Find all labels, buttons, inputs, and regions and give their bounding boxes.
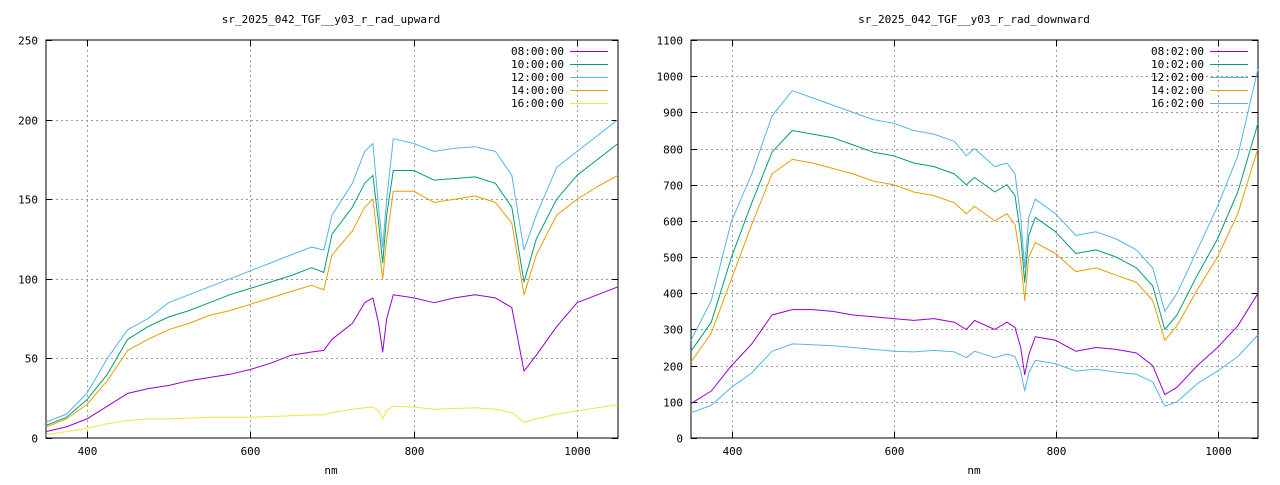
x-axis-label: nm xyxy=(324,464,338,477)
chart-title: sr_2025_042_TGF__y03_r_rad_upward xyxy=(222,13,441,26)
upward-chart: sr_2025_042_TGF__y03_r_rad_upward 0 50 100… xyxy=(18,13,619,477)
chart-title: sr_2025_042_TGF__y03_r_rad_downward xyxy=(858,13,1090,26)
y-tick-label: 1100 xyxy=(657,35,684,48)
plot-frame xyxy=(690,39,1259,439)
y-tick-label: 500 xyxy=(663,252,683,265)
series-line xyxy=(45,119,619,423)
legend-label: 12:00:00 xyxy=(511,71,564,84)
y-tick-label: 400 xyxy=(663,288,683,301)
y-axis: 0 50 100 150 200 250 xyxy=(18,35,618,446)
y-tick-label: 50 xyxy=(25,353,38,366)
legend-label: 14:02:00 xyxy=(1151,84,1204,97)
y-tick-label: 250 xyxy=(18,35,38,48)
y-tick-label: 900 xyxy=(663,107,683,120)
legend-label: 08:02:00 xyxy=(1151,45,1204,58)
x-axis: 400 600 800 1000 xyxy=(723,40,1232,458)
series-lines xyxy=(45,119,619,436)
legend-label: 16:02:00 xyxy=(1151,97,1204,110)
y-tick-label: 300 xyxy=(663,324,683,337)
series-line xyxy=(690,334,1259,414)
x-tick-label: 600 xyxy=(241,445,261,458)
legend-label: 10:02:00 xyxy=(1151,58,1204,71)
series-line xyxy=(690,148,1259,363)
series-line xyxy=(45,143,619,426)
y-axis: 0 100 200 300 400 500 600 700 800 900 1000 1100 xyxy=(657,35,1258,446)
y-tick-label: 600 xyxy=(663,216,683,229)
y-tick-label: 100 xyxy=(18,274,38,287)
legend-label: 16:00:00 xyxy=(511,97,564,110)
legend-label: 10:00:00 xyxy=(511,58,564,71)
legend-label: 12:02:00 xyxy=(1151,71,1204,84)
x-tick-label: 800 xyxy=(405,445,425,458)
grid xyxy=(691,40,1258,438)
series-line xyxy=(45,286,619,433)
series-line xyxy=(45,404,619,436)
x-axis: 400 600 800 1000 xyxy=(78,40,591,458)
x-tick-label: 400 xyxy=(723,445,743,458)
y-tick-label: 200 xyxy=(18,115,38,128)
series-line xyxy=(690,123,1259,352)
x-tick-label: 1000 xyxy=(564,445,591,458)
y-tick-label: 1000 xyxy=(657,71,684,84)
series-lines xyxy=(690,68,1259,414)
y-tick-label: 700 xyxy=(663,180,683,193)
y-tick-label: 800 xyxy=(663,144,683,157)
y-tick-label: 100 xyxy=(663,397,683,410)
series-line xyxy=(690,68,1259,341)
y-tick-label: 0 xyxy=(31,433,38,446)
x-tick-label: 800 xyxy=(1047,445,1067,458)
x-axis-label: nm xyxy=(967,464,981,477)
series-line xyxy=(690,293,1259,405)
y-tick-label: 200 xyxy=(663,361,683,374)
y-tick-label: 0 xyxy=(676,433,683,446)
legend-label: 08:00:00 xyxy=(511,45,564,58)
plot-frame xyxy=(45,39,619,439)
series-line xyxy=(45,174,619,428)
x-tick-label: 600 xyxy=(885,445,905,458)
grid xyxy=(46,40,618,438)
y-tick-label: 150 xyxy=(18,194,38,207)
downward-chart: sr_2025_042_TGF__y03_r_rad_downward 0 100… xyxy=(657,13,1259,477)
x-tick-label: 400 xyxy=(78,445,98,458)
legend-label: 14:00:00 xyxy=(511,84,564,97)
x-tick-label: 1000 xyxy=(1205,445,1232,458)
